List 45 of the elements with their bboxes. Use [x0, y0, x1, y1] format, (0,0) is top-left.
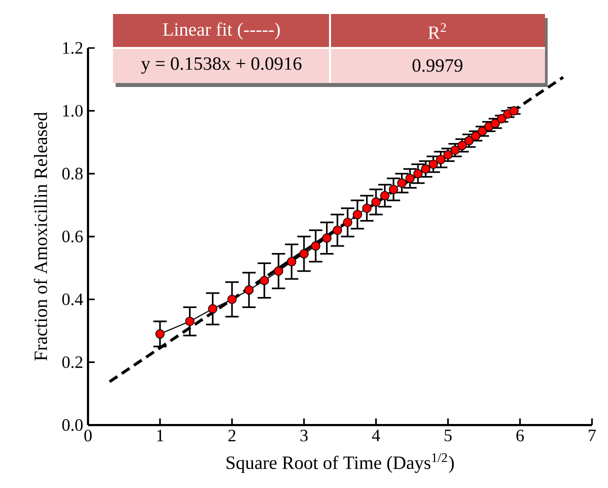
point: [413, 169, 423, 178]
x-tick-label: 3: [300, 430, 308, 442]
point: [227, 294, 237, 304]
point: [428, 160, 438, 169]
x-tick-label: 5: [444, 430, 452, 442]
point: [342, 218, 352, 228]
point: [352, 210, 362, 220]
point: [332, 226, 342, 235]
x-tick-label: 1: [157, 430, 164, 442]
point: [380, 191, 390, 200]
point: [371, 197, 381, 207]
point: [244, 285, 254, 295]
point: [397, 178, 407, 188]
point: [260, 276, 269, 286]
annotation: 0.9979: [412, 59, 462, 72]
y-tick-label: 0.2: [62, 356, 82, 368]
point: [185, 316, 194, 326]
x-tick-label: 6: [516, 430, 524, 442]
point: [310, 241, 320, 251]
y-tick-label: 0.4: [62, 293, 84, 306]
point: [405, 174, 415, 184]
point: [286, 256, 296, 266]
x-tick-label: 4: [372, 430, 380, 442]
y-tick-label: 1.0: [63, 104, 83, 117]
point: [388, 184, 398, 194]
y-tick-label: 0.0: [62, 419, 83, 431]
text: Linear fit (-----): [162, 22, 280, 40]
point: [208, 304, 218, 314]
point: [322, 233, 332, 243]
point: [421, 164, 430, 174]
x-tick-label: 7: [588, 430, 596, 442]
y-axis-title: Fraction of Amoxicillin Released: [34, 112, 48, 361]
y-tick-label: 0.8: [62, 168, 83, 180]
point: [155, 329, 165, 339]
y-tick-label: 1.2: [63, 42, 82, 54]
point: [274, 266, 284, 276]
x-tick-label: 0: [84, 430, 92, 442]
y-tick-label: 0.6: [62, 230, 83, 242]
x-tick-label: 2: [228, 430, 236, 442]
point: [362, 204, 372, 213]
annotation: y = 0.1538x + 0.0916: [141, 57, 302, 74]
x-axis-title: Square Root of Time (Days$^{1/2}$): [226, 453, 454, 473]
point: [299, 249, 309, 258]
point: [436, 154, 446, 164]
text: R$^{2}$: [428, 23, 446, 39]
